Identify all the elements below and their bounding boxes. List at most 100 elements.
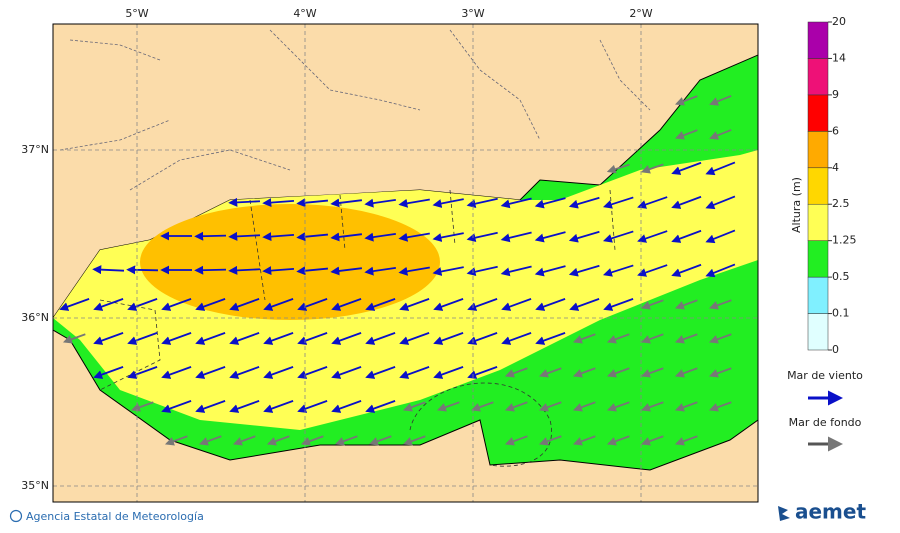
wind-arrow	[297, 332, 328, 345]
wind-arrow	[433, 366, 464, 379]
wind-arrow	[671, 229, 702, 243]
colorbar-label: 0	[832, 343, 839, 356]
wind-arrow	[127, 298, 158, 311]
swell-arrow	[709, 129, 732, 140]
wind-label: Mar de viento	[787, 369, 863, 382]
swell-arrow	[402, 435, 426, 446]
wind-arrow	[671, 195, 702, 209]
zone-borders	[99, 189, 616, 467]
wind-arrow	[92, 265, 125, 275]
colorbar-segment	[807, 276, 829, 314]
wind-arrow	[331, 332, 362, 345]
wind-arrow	[262, 266, 295, 276]
wind-arrow	[161, 400, 192, 413]
swell-arrow	[674, 367, 698, 378]
swell-arrow	[62, 333, 86, 344]
wind-arrow	[228, 197, 261, 207]
wind-arrow	[398, 266, 430, 276]
map-area	[53, 24, 758, 502]
swell-arrow	[572, 401, 596, 412]
wind-arrow	[263, 400, 294, 413]
wind-arrow	[195, 298, 226, 311]
colorbar-label: 4	[832, 161, 839, 174]
lat-label: 36°N	[21, 311, 49, 324]
colorbar-segment	[807, 240, 829, 278]
wind-arrow	[466, 231, 498, 243]
swell-arrow	[538, 401, 562, 412]
wind-arrow	[603, 298, 634, 311]
wind-arrow	[501, 332, 532, 345]
credit: Agencia Estatal de Meteorología	[26, 510, 204, 523]
wind-arrow	[535, 332, 566, 345]
swell-arrow	[572, 435, 596, 446]
swell-arrow	[709, 95, 732, 106]
wind-arrow	[229, 298, 260, 311]
swell-arrow	[606, 333, 630, 344]
wind-arrow	[161, 366, 192, 379]
swell-arrow	[368, 435, 392, 446]
swell-arrow	[674, 401, 698, 412]
swell-arrow	[674, 299, 698, 310]
wind-arrow	[399, 366, 430, 379]
lon-label: 4°W	[293, 7, 316, 20]
wind-arrow	[126, 265, 159, 275]
sea-orange	[140, 204, 440, 320]
wind-arrow	[705, 161, 736, 176]
wind-arrow	[535, 298, 566, 311]
lat-label: 37°N	[21, 143, 49, 156]
wind-arrow	[330, 198, 362, 208]
swell-arrow	[674, 435, 698, 446]
swell-arrow	[640, 401, 664, 412]
wind-arrow	[433, 298, 464, 311]
colorbar-label: 9	[832, 88, 839, 101]
wind-arrow	[262, 198, 295, 208]
wind-arrow	[432, 266, 464, 276]
map-frame	[52, 23, 759, 503]
wind-arrow	[127, 366, 158, 379]
swell-arrow	[504, 401, 528, 412]
wind-arrow	[467, 298, 498, 311]
wind-arrow	[466, 197, 498, 209]
wind-arrow	[296, 198, 329, 208]
wind-arrow	[637, 230, 668, 243]
swell-arrow	[538, 435, 562, 446]
wind-arrow	[263, 332, 294, 345]
swell-arrow	[708, 401, 732, 412]
colorbar-label: 0.5	[832, 270, 850, 283]
swell-arrow	[504, 367, 528, 378]
wind-arrow	[603, 196, 634, 209]
swell-arrow	[675, 129, 698, 140]
wind-arrow	[297, 366, 328, 379]
wind-arrow	[93, 332, 124, 345]
colorbar-label: 0.1	[832, 307, 850, 320]
wind-arrow	[364, 198, 396, 208]
wind-arrow	[365, 298, 396, 311]
swell-arrow	[708, 367, 732, 378]
wind-arrow	[399, 332, 430, 345]
wind-arrow	[467, 332, 498, 345]
swell-arrow	[572, 333, 596, 344]
swell-arrow	[266, 435, 290, 446]
wind-arrow	[229, 366, 260, 379]
wind-arrow	[331, 400, 362, 413]
borders	[59, 29, 651, 191]
swell-arrow	[130, 401, 154, 412]
logo-mark	[778, 506, 790, 521]
colorbar-segment	[807, 21, 829, 59]
swell-arrow	[164, 435, 188, 446]
swell-label: Mar de fondo	[789, 416, 862, 429]
wind-arrow	[671, 263, 702, 277]
wind-arrow	[603, 230, 634, 243]
swell-arrow	[334, 435, 358, 446]
lon-label: 5°W	[125, 7, 148, 20]
wind-arrow	[194, 231, 227, 241]
colorbar-segment	[807, 94, 829, 132]
wind-arrow	[432, 232, 464, 242]
wind-arrow	[195, 400, 226, 413]
swell-arrow	[606, 401, 630, 412]
lon-label: 2°W	[629, 7, 652, 20]
swell-arrow	[640, 299, 664, 310]
swell-arrow	[674, 333, 698, 344]
wind-arrow	[671, 161, 702, 175]
colorbar-label: 20	[832, 15, 846, 28]
